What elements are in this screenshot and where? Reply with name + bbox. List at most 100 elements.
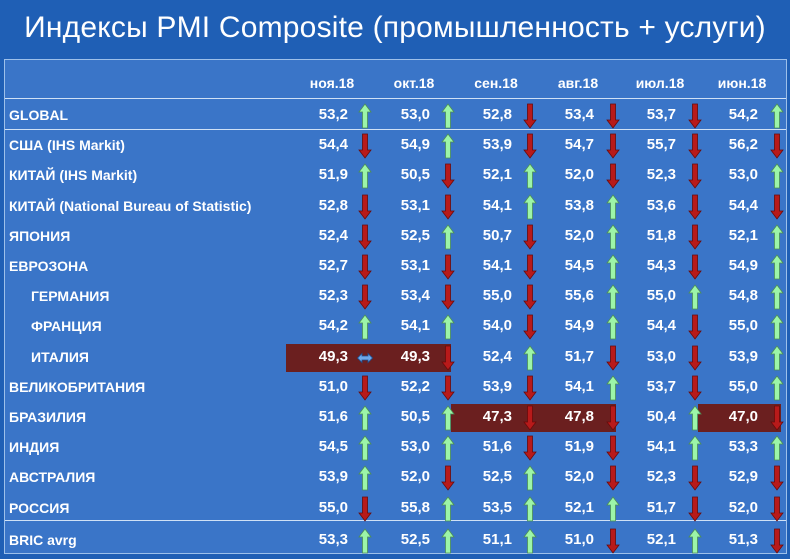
arrow-left-right-icon [356,345,374,371]
arrow-up-icon [606,284,620,310]
value-cell: 53,8 [564,196,594,214]
arrow-down-icon [358,133,372,159]
arrow-up-icon [606,224,620,250]
arrow-down-icon [441,284,455,310]
highlight-cell [698,404,781,432]
arrow-up-icon [770,254,784,280]
arrow-down-icon [688,103,702,129]
table-row: США (IHS Markit) 54,4 54,9 53,9 54,7 55,7 56,2 [5,130,786,160]
arrow-down-icon [688,375,702,401]
value-cell: 51,0 [564,530,594,548]
table-row: ВЕЛИКОБРИТАНИЯ 51,0 52,2 53,9 54,1 53,7 55,0 [5,372,786,402]
table-row: КИТАЙ (National Bureau of Statistic) 52,8… [5,191,786,221]
arrow-up-icon [441,314,455,340]
value-cell: 52,0 [564,166,594,184]
arrow-down-icon [688,133,702,159]
value-cell: 52,0 [564,468,594,486]
row-label: ЕВРОЗОНА [9,258,89,274]
value-cell: 54,7 [564,136,594,154]
arrow-down-icon [606,163,620,190]
arrow-down-icon [358,224,372,250]
arrow-up-icon [770,163,784,189]
value-cell: 53,1 [400,196,430,214]
row-label: США (IHS Markit) [9,137,125,154]
arrow-down-icon [441,163,455,190]
arrow-up-icon [358,465,372,491]
arrow-up-icon [606,193,620,220]
arrow-up-icon [688,435,702,461]
value-cell: 51,6 [482,438,512,456]
arrow-up-icon [770,375,784,401]
arrow-up-icon [523,193,537,220]
arrow-down-icon [606,345,620,371]
arrow-down-icon [523,224,537,250]
arrow-up-icon [770,224,784,250]
value-cell: 53,0 [400,438,430,456]
arrow-up-icon [688,528,702,554]
value-cell: 52,8 [482,106,512,123]
arrow-down-icon [688,254,702,280]
value-cell: 52,5 [400,530,430,548]
arrow-down-icon [523,133,537,159]
value-cell: 51,1 [482,530,512,548]
arrow-up-icon [770,314,784,340]
table-row: ГЕРМАНИЯ 52,3 53,4 55,0 55,6 55,0 54,8 [5,281,786,311]
value-cell: 53,2 [318,106,348,123]
value-cell: 51,0 [318,377,348,395]
value-cell: 52,4 [482,347,512,365]
value-cell: 50,7 [482,226,512,244]
arrow-up-icon [441,224,455,250]
value-cell: 53,3 [318,530,348,548]
arrow-down-icon [606,133,620,159]
value-cell: 54,4 [318,136,348,154]
arrow-down-icon [523,254,537,280]
table-row: ЯПОНИЯ 52,4 52,5 50,7 52,0 51,8 52,1 [5,221,786,251]
arrow-down-icon [770,405,784,431]
value-cell: 52,0 [728,498,758,516]
value-cell: 52,2 [400,377,430,395]
column-header: сен.18 [474,75,518,91]
value-cell: 53,7 [646,377,676,395]
arrow-down-icon [523,375,537,401]
arrow-down-icon [523,314,537,341]
value-cell: 52,1 [646,530,676,548]
value-cell: 55,0 [482,287,512,305]
arrow-up-icon [358,103,372,129]
value-cell: 51,9 [564,438,594,456]
value-cell: 52,8 [318,196,348,214]
value-cell: 53,3 [728,438,758,456]
value-cell: 52,3 [646,468,676,486]
column-header: авг.18 [557,75,599,91]
arrow-up-icon [441,405,455,431]
arrow-down-icon [688,224,702,250]
arrow-up-icon [770,435,784,461]
value-cell: 51,7 [564,347,594,365]
value-cell: 47,0 [728,408,758,425]
highlight-cell [451,404,616,432]
table-row: КИТАЙ (IHS Markit) 51,9 50,5 52,1 52,0 52,3 53… [5,160,786,190]
value-cell: 54,1 [482,196,512,214]
arrow-down-icon [688,194,702,220]
value-cell: 52,9 [728,468,758,486]
row-label: АВСТРАЛИЯ [9,469,96,486]
page-title: Индексы PMI Composite (промышленность + … [24,11,766,44]
value-cell: 52,4 [318,226,348,244]
arrow-down-icon [770,496,784,522]
value-cell: 53,7 [646,106,676,123]
table-divider [5,98,786,99]
row-label: ВЕЛИКОБРИТАНИЯ [9,378,146,395]
column-header: июл.18 [635,75,685,91]
table-row: BRIC avrg 53,3 52,5 51,1 51,0 52,1 51,3 [5,525,786,555]
value-cell: 54,2 [728,106,758,123]
value-cell: 53,9 [482,377,512,395]
arrow-down-icon [606,435,620,461]
row-label: GLOBAL [9,107,69,123]
arrow-down-icon [606,528,620,554]
arrow-down-icon [606,465,620,492]
value-cell: 55,0 [728,317,758,335]
arrow-up-icon [523,495,537,522]
arrow-up-icon [358,163,372,189]
value-cell: 53,4 [400,287,430,305]
arrow-up-icon [770,284,784,310]
value-cell: 47,3 [482,408,512,425]
